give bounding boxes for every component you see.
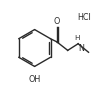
Text: OH: OH — [28, 75, 40, 84]
Text: N: N — [79, 45, 84, 53]
Text: O: O — [54, 17, 60, 26]
Text: H: H — [74, 35, 80, 41]
Text: HCl: HCl — [77, 13, 91, 22]
